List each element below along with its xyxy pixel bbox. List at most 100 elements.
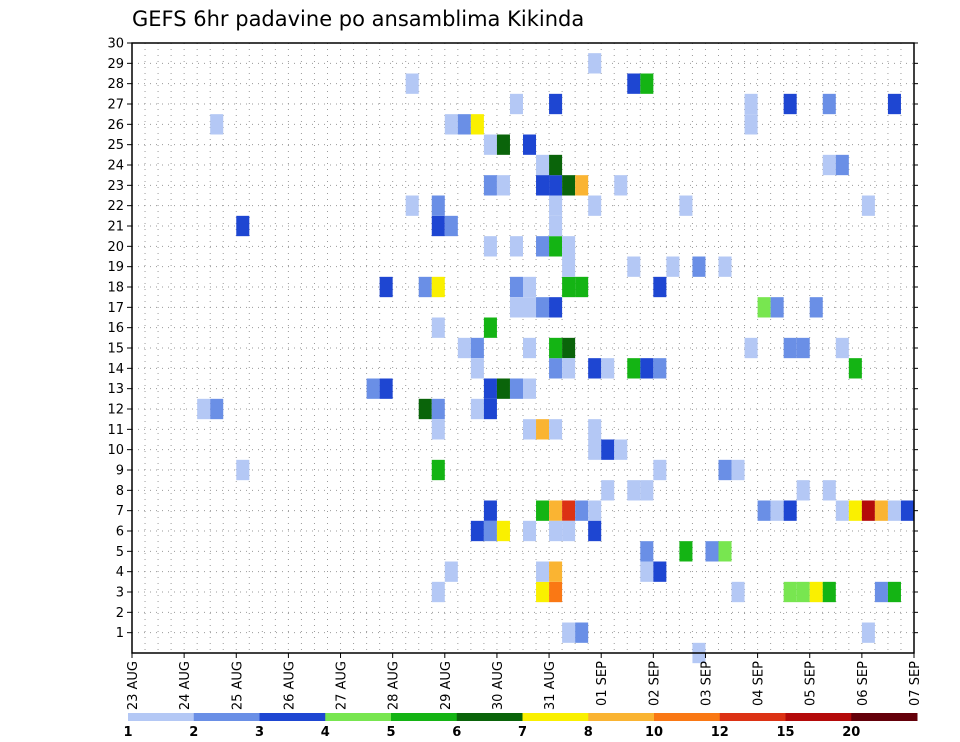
data-cell	[900, 500, 914, 521]
data-cell	[562, 256, 576, 277]
data-cell	[653, 358, 667, 379]
data-cell	[562, 622, 576, 643]
data-cell	[562, 175, 576, 196]
data-cell	[653, 561, 667, 582]
y-tick-label: 5	[116, 545, 124, 560]
data-cell	[523, 520, 537, 542]
data-cell	[549, 561, 563, 582]
x-tick-label: 04 SEP	[752, 661, 767, 706]
data-cell	[757, 297, 771, 318]
y-tick-label: 1	[116, 626, 124, 641]
data-cell	[744, 337, 758, 359]
data-cell	[601, 439, 615, 460]
legend-color-segment	[456, 713, 523, 721]
data-cell	[431, 276, 445, 298]
axes: 1234567891011121314151617181920212223242…	[107, 37, 923, 711]
data-cell	[562, 358, 576, 379]
data-cell	[770, 500, 784, 521]
legend-color-segment	[719, 713, 786, 721]
data-cell	[483, 378, 497, 399]
data-cell	[861, 195, 875, 216]
data-cell	[757, 500, 771, 521]
data-cell	[431, 398, 445, 420]
data-cell	[509, 93, 523, 115]
data-cell	[496, 175, 510, 196]
x-tick-label: 31 AUG	[543, 661, 558, 710]
data-cell	[640, 73, 654, 94]
data-cell	[809, 297, 823, 318]
x-tick-label: 02 SEP	[647, 661, 662, 706]
data-cell	[887, 93, 901, 115]
data-cell	[509, 236, 523, 257]
data-cell	[483, 398, 497, 420]
data-cell	[470, 358, 484, 379]
data-cell	[653, 276, 667, 298]
data-cell	[418, 276, 432, 298]
data-cell	[431, 459, 445, 481]
legend-color-segment	[588, 713, 655, 721]
data-cell	[536, 154, 550, 176]
data-cell	[588, 53, 602, 74]
data-cell	[822, 581, 836, 603]
data-cell	[483, 500, 497, 521]
data-cell	[523, 276, 537, 298]
data-cell	[718, 459, 732, 481]
data-cell	[627, 73, 641, 94]
x-tick-label: 01 SEP	[595, 661, 610, 706]
y-tick-label: 14	[107, 362, 124, 377]
data-cell	[483, 236, 497, 257]
data-cell	[796, 581, 810, 603]
data-cell	[887, 581, 901, 603]
legend-color-segment	[128, 713, 195, 721]
data-cell	[536, 236, 550, 257]
data-cell	[536, 175, 550, 196]
data-cell	[575, 500, 589, 521]
data-cell	[210, 398, 224, 420]
data-cell	[549, 236, 563, 257]
data-cell	[588, 439, 602, 460]
data-cell	[588, 358, 602, 379]
x-tick-label: 03 SEP	[699, 661, 714, 706]
data-cell	[418, 398, 432, 420]
data-cell	[627, 256, 641, 277]
data-cell	[536, 500, 550, 521]
data-cell	[523, 134, 537, 155]
legend-color-segment	[654, 713, 721, 721]
data-cell	[575, 276, 589, 298]
legend-label: 2	[189, 725, 198, 740]
data-cell	[549, 93, 563, 115]
data-cell	[549, 297, 563, 318]
data-cell	[640, 358, 654, 379]
data-cell	[457, 114, 471, 135]
data-cell	[470, 398, 484, 420]
y-tick-label: 29	[107, 57, 124, 72]
legend-label: 6	[452, 725, 461, 740]
data-cell	[588, 520, 602, 542]
data-cell	[210, 114, 224, 135]
data-cell	[770, 297, 784, 318]
legend-label: 1	[123, 725, 132, 740]
data-cell	[549, 337, 563, 359]
data-cell	[549, 358, 563, 379]
data-cell	[549, 520, 563, 542]
data-cell	[601, 480, 615, 501]
data-cell	[379, 276, 393, 298]
data-cell	[562, 276, 576, 298]
data-cell	[523, 337, 537, 359]
y-tick-label: 10	[107, 443, 124, 458]
x-tick-label: 26 AUG	[282, 661, 297, 710]
chart-title: GEFS 6hr padavine po ansamblima Kikinda	[132, 7, 584, 31]
legend-label: 5	[386, 725, 395, 740]
y-tick-label: 23	[107, 179, 124, 194]
y-tick-label: 21	[107, 220, 124, 235]
data-cell	[874, 500, 888, 521]
legend-label: 15	[776, 725, 794, 740]
y-tick-label: 3	[116, 586, 124, 601]
y-tick-label: 12	[107, 403, 124, 418]
data-cell	[848, 500, 862, 521]
data-cell	[483, 134, 497, 155]
data-cell	[536, 581, 550, 603]
data-cell	[405, 195, 419, 216]
data-cell	[444, 114, 458, 135]
